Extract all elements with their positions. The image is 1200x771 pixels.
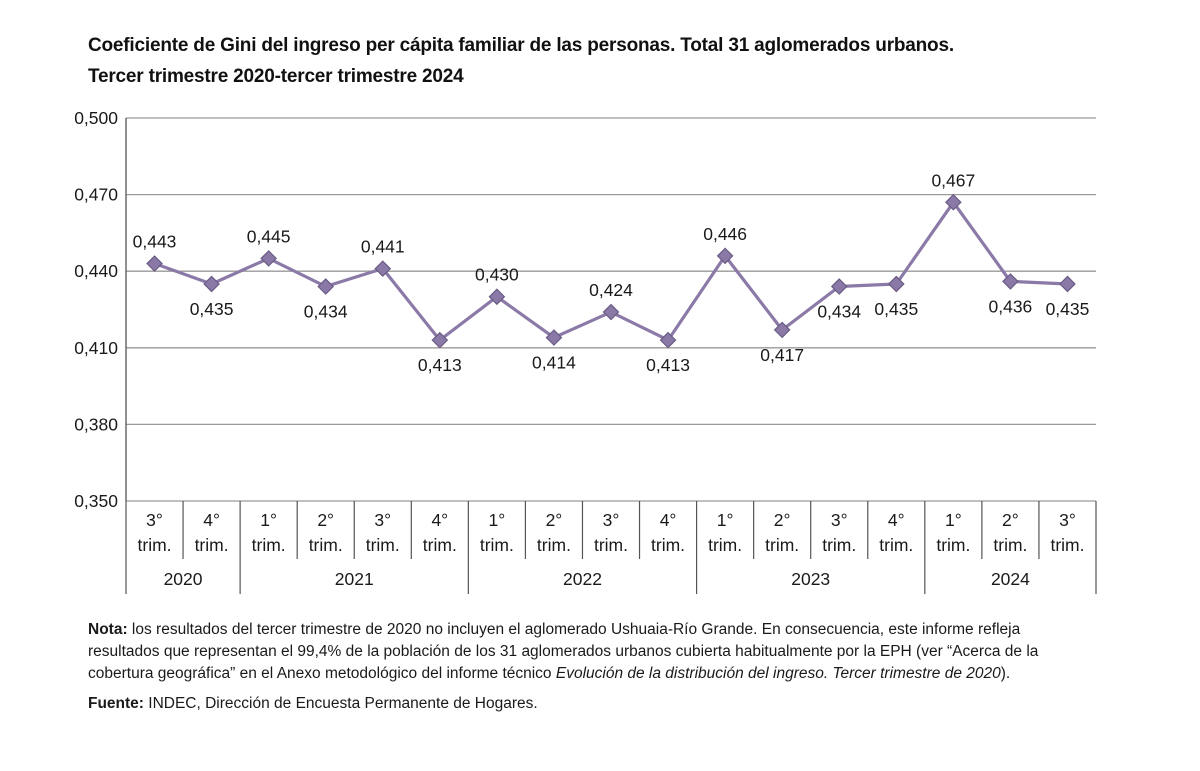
axis-layer: 0,350 0,380 0,410 0,440 0,470 0,500 3° trim. 4° t…: [74, 108, 1097, 594]
x-tick-label-quarter: 4°: [431, 510, 448, 530]
x-tick-label-trim: trim.: [651, 535, 685, 555]
x-tick-label-trim: trim.: [309, 535, 343, 555]
data-label: 0,445: [247, 226, 291, 246]
x-tick-label-quarter: 1°: [489, 510, 506, 530]
data-label: 0,414: [532, 353, 576, 373]
x-tick-label-trim: trim.: [765, 535, 799, 555]
year-label: 2022: [563, 569, 602, 589]
chart-title-line-1: Coeficiente de Gini del ingreso per cápi…: [88, 35, 954, 56]
data-point-marker: [203, 275, 220, 293]
chart-title-line-2: Tercer trimestre 2020-tercer trimestre 2…: [88, 66, 464, 87]
data-label: 0,435: [1046, 299, 1090, 319]
data-point-marker: [716, 247, 734, 265]
y-tick-label: 0,380: [74, 414, 118, 434]
nota-label: Nota:: [88, 621, 128, 638]
data-label-layer: 0,443 0,435 0,445 0,434 0,441 0,413 0,430 0,414…: [133, 170, 1090, 375]
data-label: 0,424: [589, 280, 633, 300]
data-label: 0,467: [931, 170, 975, 190]
data-label: 0,435: [874, 299, 918, 319]
x-tick-label-quarter: 3°: [603, 510, 620, 530]
data-label: 0,435: [190, 299, 234, 319]
grid-layer: [126, 117, 1096, 502]
x-tick-label-trim: trim.: [936, 535, 970, 555]
nota-text-1: los resultados del tercer trimestre de 2…: [88, 621, 1039, 682]
x-tick-label-trim: trim.: [195, 535, 229, 555]
x-tick-label-quarter: 2°: [774, 510, 791, 530]
y-tick-label: 0,350: [74, 491, 118, 511]
x-tick-label-trim: trim.: [708, 535, 742, 555]
data-point-marker: [1059, 275, 1076, 293]
x-tick-label-quarter: 4°: [203, 510, 220, 530]
data-label: 0,417: [760, 345, 804, 365]
data-point-marker: [830, 278, 848, 295]
fuente-label: Fuente:: [88, 695, 144, 712]
x-tick-label-quarter: 3°: [374, 510, 391, 530]
data-point-marker: [887, 275, 905, 293]
x-tick-label-trim: trim.: [423, 535, 457, 555]
data-label: 0,413: [418, 355, 462, 375]
x-tick-label-quarter: 4°: [660, 510, 677, 530]
x-tick-label-trim: trim.: [822, 535, 856, 555]
x-tick-label-trim: trim.: [879, 535, 913, 555]
x-tick-label-quarter: 1°: [717, 510, 734, 530]
year-label: 2020: [164, 569, 203, 589]
data-label: 0,430: [475, 265, 519, 285]
x-tick-label-quarter: 1°: [260, 510, 277, 530]
x-tick-label-trim: trim.: [594, 535, 628, 555]
x-tick-label-trim: trim.: [366, 535, 400, 555]
data-label: 0,434: [817, 302, 861, 322]
year-label: 2023: [791, 569, 830, 589]
y-tick-label: 0,410: [74, 338, 118, 358]
data-point-marker: [945, 193, 962, 211]
y-tick-label: 0,440: [74, 261, 118, 281]
x-tick-label-quarter: 1°: [945, 510, 962, 530]
data-label: 0,434: [304, 302, 348, 322]
x-tick-label-quarter: 3°: [831, 510, 848, 530]
data-label: 0,441: [361, 237, 405, 257]
x-tick-label-trim: trim.: [1050, 535, 1084, 555]
data-point-marker: [602, 303, 620, 321]
y-tick-label: 0,500: [74, 108, 118, 128]
nota-paragraph: Nota: los resultados del tercer trimestr…: [88, 619, 1094, 685]
data-label: 0,446: [703, 224, 747, 244]
x-tick-label-trim: trim.: [537, 535, 571, 555]
chart-notes: Nota: los resultados del tercer trimestr…: [88, 619, 1094, 715]
year-label: 2021: [335, 569, 374, 589]
data-label: 0,443: [133, 232, 177, 252]
data-point-marker: [773, 321, 791, 339]
data-label: 0,436: [989, 296, 1033, 316]
data-point-marker: [1002, 273, 1019, 290]
data-label: 0,413: [646, 355, 690, 375]
series-layer: [146, 193, 1076, 349]
nota-report-title: Evolución de la distribución del ingreso…: [555, 665, 1001, 682]
x-tick-label-trim: trim.: [480, 535, 514, 555]
data-point-marker: [146, 255, 163, 272]
x-tick-label-trim: trim.: [138, 535, 172, 555]
x-tick-label-trim: trim.: [993, 535, 1027, 555]
x-tick-label-quarter: 3°: [1059, 510, 1076, 530]
y-tick-label: 0,470: [74, 185, 118, 205]
data-point-marker: [431, 331, 449, 349]
gini-line-chart: 0,350 0,380 0,410 0,440 0,470 0,500 3° trim. 4° t…: [74, 108, 1097, 594]
data-point-marker: [659, 331, 677, 349]
data-point-marker: [374, 260, 392, 277]
x-tick-label-quarter: 2°: [1002, 510, 1019, 530]
nota-text-2: ).: [1000, 665, 1011, 682]
year-label: 2024: [991, 569, 1030, 589]
x-tick-label-trim: trim.: [252, 535, 286, 555]
data-point-marker: [545, 329, 563, 346]
x-tick-label-quarter: 2°: [546, 510, 563, 530]
data-point-marker: [317, 278, 335, 295]
fuente-paragraph: Fuente: INDEC, Dirección de Encuesta Per…: [88, 693, 1094, 715]
x-tick-label-quarter: 4°: [888, 510, 905, 530]
data-point-marker: [488, 288, 506, 306]
chart-title: Coeficiente de Gini del ingreso per cápi…: [88, 30, 1148, 92]
data-point-marker: [260, 250, 277, 267]
fuente-text: INDEC, Dirección de Encuesta Permanente …: [143, 695, 538, 712]
x-tick-label-quarter: 3°: [146, 510, 163, 530]
x-tick-label-quarter: 2°: [317, 510, 334, 530]
